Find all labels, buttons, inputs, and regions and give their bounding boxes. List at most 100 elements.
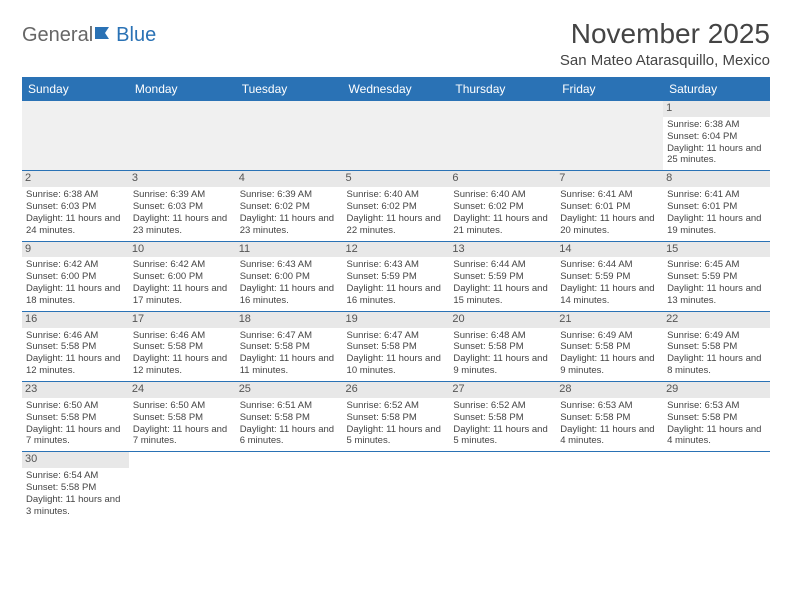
sunrise: Sunrise: 6:46 AM [133, 330, 232, 342]
sunrise: Sunrise: 6:49 AM [667, 330, 766, 342]
sunrise: Sunrise: 6:39 AM [240, 189, 339, 201]
daylight: Daylight: 11 hours and 7 minutes. [133, 424, 232, 448]
sunset: Sunset: 5:58 PM [26, 412, 125, 424]
day-cell: 24Sunrise: 6:50 AMSunset: 5:58 PMDayligh… [129, 382, 236, 452]
day-cell: 21Sunrise: 6:49 AMSunset: 5:58 PMDayligh… [556, 311, 663, 381]
week-row: 16Sunrise: 6:46 AMSunset: 5:58 PMDayligh… [22, 311, 770, 381]
day-number: 19 [343, 312, 450, 328]
daylight: Daylight: 11 hours and 17 minutes. [133, 283, 232, 307]
day-number: 25 [236, 382, 343, 398]
daylight: Daylight: 11 hours and 18 minutes. [26, 283, 125, 307]
sunrise: Sunrise: 6:38 AM [26, 189, 125, 201]
sunset: Sunset: 5:58 PM [240, 412, 339, 424]
sun-info: Sunrise: 6:50 AMSunset: 5:58 PMDaylight:… [26, 400, 125, 448]
day-number: 26 [343, 382, 450, 398]
day-number: 6 [449, 171, 556, 187]
daylight: Daylight: 11 hours and 16 minutes. [240, 283, 339, 307]
day-cell: 30Sunrise: 6:54 AMSunset: 5:58 PMDayligh… [22, 452, 129, 522]
day-cell: 9Sunrise: 6:42 AMSunset: 6:00 PMDaylight… [22, 241, 129, 311]
sunset: Sunset: 6:00 PM [133, 271, 232, 283]
day-cell: 15Sunrise: 6:45 AMSunset: 5:59 PMDayligh… [663, 241, 770, 311]
day-cell: 1Sunrise: 6:38 AMSunset: 6:04 PMDaylight… [663, 101, 770, 171]
day-header: Thursday [449, 77, 556, 101]
day-cell: 20Sunrise: 6:48 AMSunset: 5:58 PMDayligh… [449, 311, 556, 381]
day-number: 5 [343, 171, 450, 187]
daylight: Daylight: 11 hours and 9 minutes. [560, 353, 659, 377]
day-number: 29 [663, 382, 770, 398]
day-number: 22 [663, 312, 770, 328]
sunrise: Sunrise: 6:40 AM [453, 189, 552, 201]
calendar-body: 1 Sunrise: 6:38 AM Sunset: 6:04 PM Daylight… [22, 101, 770, 522]
sunset: Sunset: 5:58 PM [26, 341, 125, 353]
sunrise: Sunrise: 6:47 AM [240, 330, 339, 342]
sunrise: Sunrise: 6:45 AM [667, 259, 766, 271]
sun-info: Sunrise: 6:53 AMSunset: 5:58 PMDaylight:… [560, 400, 659, 448]
day-number: 9 [22, 242, 129, 258]
sunrise: Sunrise: 6:42 AM [133, 259, 232, 271]
day-header: Sunday [22, 77, 129, 101]
day-number: 7 [556, 171, 663, 187]
sunset: Sunset: 6:03 PM [26, 201, 125, 213]
day-header: Monday [129, 77, 236, 101]
daylight: Daylight: 11 hours and 5 minutes. [453, 424, 552, 448]
sunrise: Sunrise: 6:46 AM [26, 330, 125, 342]
sun-info: Sunrise: 6:47 AMSunset: 5:58 PMDaylight:… [347, 330, 446, 378]
daylight: Daylight: 11 hours and 12 minutes. [133, 353, 232, 377]
daylight: Daylight: 11 hours and 15 minutes. [453, 283, 552, 307]
day-number: 27 [449, 382, 556, 398]
sunrise: Sunrise: 6:51 AM [240, 400, 339, 412]
day-cell: 25Sunrise: 6:51 AMSunset: 5:58 PMDayligh… [236, 382, 343, 452]
day-number: 17 [129, 312, 236, 328]
sun-info: Sunrise: 6:42 AMSunset: 6:00 PMDaylight:… [26, 259, 125, 307]
sun-info: Sunrise: 6:41 AMSunset: 6:01 PMDaylight:… [560, 189, 659, 237]
day-number: 15 [663, 242, 770, 258]
day-cell: 10Sunrise: 6:42 AMSunset: 6:00 PMDayligh… [129, 241, 236, 311]
day-cell: 17Sunrise: 6:46 AMSunset: 5:58 PMDayligh… [129, 311, 236, 381]
sunset: Sunset: 5:58 PM [133, 412, 232, 424]
daylight: Daylight: 11 hours and 4 minutes. [667, 424, 766, 448]
sun-info: Sunrise: 6:39 AMSunset: 6:02 PMDaylight:… [240, 189, 339, 237]
daylight: Daylight: 11 hours and 5 minutes. [347, 424, 446, 448]
sunrise: Sunrise: 6:43 AM [240, 259, 339, 271]
sunset: Sunset: 5:59 PM [667, 271, 766, 283]
logo-text-blue: Blue [116, 24, 156, 47]
sun-info: Sunrise: 6:40 AMSunset: 6:02 PMDaylight:… [347, 189, 446, 237]
week-row: 2Sunrise: 6:38 AMSunset: 6:03 PMDaylight… [22, 171, 770, 241]
day-cell [236, 101, 343, 171]
sunrise: Sunrise: 6:41 AM [667, 189, 766, 201]
sun-info: Sunrise: 6:50 AMSunset: 5:58 PMDaylight:… [133, 400, 232, 448]
sunrise: Sunrise: 6:48 AM [453, 330, 552, 342]
sunset: Sunset: 5:58 PM [347, 341, 446, 353]
day-cell [22, 101, 129, 171]
sun-info: Sunrise: 6:49 AMSunset: 5:58 PMDaylight:… [667, 330, 766, 378]
day-cell: 22 Sunrise: 6:49 AMSunset: 5:58 PMDayligh… [663, 311, 770, 381]
sun-info: Sunrise: 6:49 AMSunset: 5:58 PMDaylight:… [560, 330, 659, 378]
day-cell [129, 101, 236, 171]
sunrise: Sunrise: 6:52 AM [453, 400, 552, 412]
day-cell: 6 Sunrise: 6:40 AMSunset: 6:02 PMDaylight… [449, 171, 556, 241]
day-number: 3 [129, 171, 236, 187]
daylight: Daylight: 11 hours and 7 minutes. [26, 424, 125, 448]
day-number: 23 [22, 382, 129, 398]
day-number: 1 [663, 101, 770, 117]
day-number: 8 [663, 171, 770, 187]
sun-info: Sunrise: 6:46 AMSunset: 5:58 PMDaylight:… [26, 330, 125, 378]
day-cell: 8Sunrise: 6:41 AMSunset: 6:01 PMDaylight… [663, 171, 770, 241]
daylight: Daylight: 11 hours and 12 minutes. [26, 353, 125, 377]
sun-info: Sunrise: 6:45 AMSunset: 5:59 PMDaylight:… [667, 259, 766, 307]
day-cell [556, 452, 663, 522]
sunrise: Sunrise: 6:44 AM [453, 259, 552, 271]
sunset: Sunset: 5:58 PM [26, 482, 125, 494]
sunrise: Sunrise: 6:42 AM [26, 259, 125, 271]
daylight: Daylight: 11 hours and 16 minutes. [347, 283, 446, 307]
sun-info: Sunrise: 6:40 AMSunset: 6:02 PMDaylight:… [453, 189, 552, 237]
day-header: Friday [556, 77, 663, 101]
day-cell: 28Sunrise: 6:53 AMSunset: 5:58 PMDayligh… [556, 382, 663, 452]
sunset: Sunset: 6:03 PM [133, 201, 232, 213]
day-cell: 19 Sunrise: 6:47 AMSunset: 5:58 PMDayligh… [343, 311, 450, 381]
sunset: Sunset: 5:58 PM [667, 412, 766, 424]
day-cell [343, 101, 450, 171]
day-number: 4 [236, 171, 343, 187]
daylight: Daylight: 11 hours and 23 minutes. [133, 213, 232, 237]
sunset: Sunset: 6:04 PM [667, 131, 766, 143]
